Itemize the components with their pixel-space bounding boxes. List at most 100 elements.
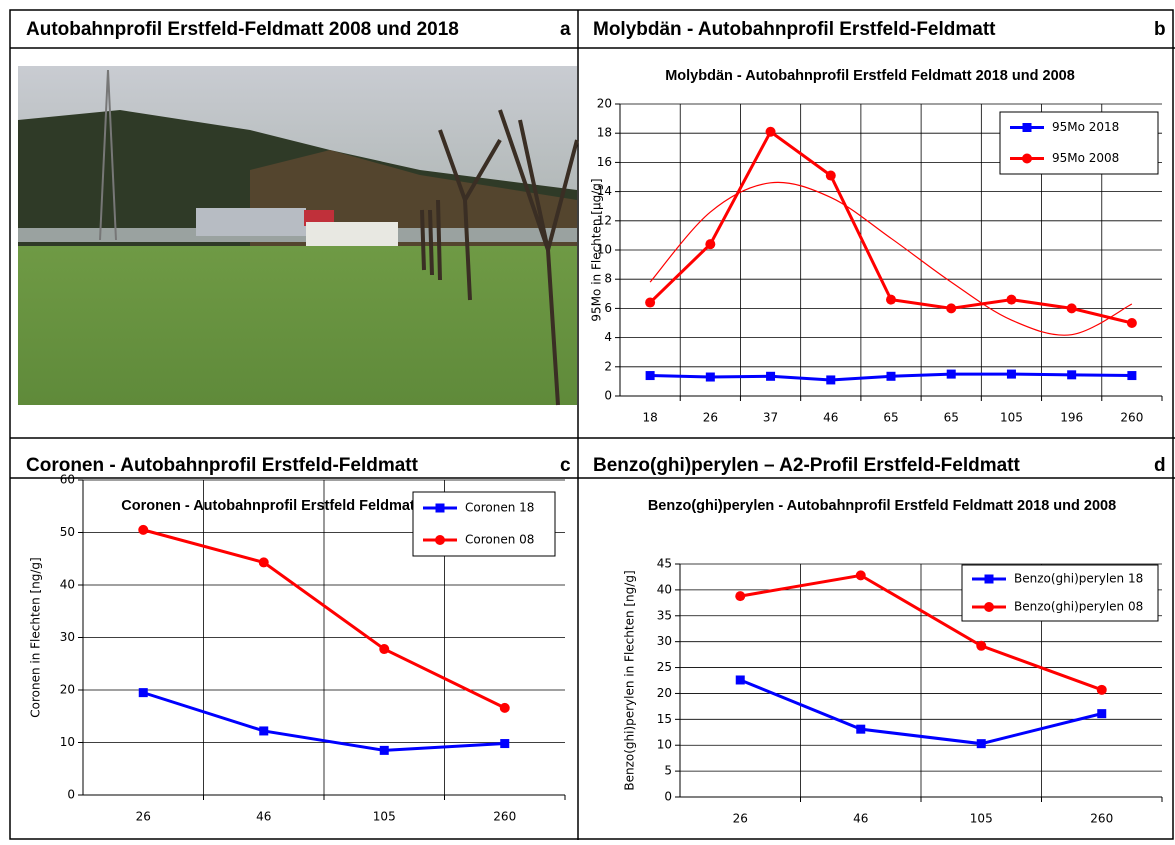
marker (855, 570, 866, 581)
y-tick-label: 60 (60, 473, 75, 487)
marker (1066, 303, 1077, 314)
y-tick-label: 16 (597, 155, 612, 169)
marker (259, 726, 269, 736)
marker (1006, 369, 1016, 379)
legend-label: Coronen 08 (465, 533, 534, 547)
marker (499, 702, 510, 713)
panel-letter: d (1154, 455, 1166, 476)
legend-marker (435, 535, 445, 545)
series-line (739, 573, 1103, 692)
x-tick-label: 65 (883, 411, 898, 425)
marker (735, 591, 746, 602)
panel-heading: Molybdän - Autobahnprofil Erstfeld-Feldm… (593, 19, 996, 40)
panel-letter: c (560, 455, 571, 476)
legend-marker (984, 602, 994, 612)
y-tick-label: 6 (604, 301, 612, 315)
marker (765, 126, 776, 137)
x-tick-label: 46 (256, 810, 271, 824)
legend-marker (1022, 123, 1032, 132)
marker (705, 239, 716, 250)
marker (825, 170, 836, 181)
marker (500, 739, 510, 749)
y-tick-label: 2 (604, 359, 612, 373)
y-tick-label: 15 (657, 712, 672, 726)
marker (886, 294, 896, 305)
y-tick-label: 20 (657, 686, 672, 700)
marker (946, 369, 956, 379)
marker (735, 675, 745, 685)
legend-label: Benzo(ghi)perylen 18 (1014, 572, 1143, 586)
y-tick-label: 5 (664, 764, 672, 778)
chart-title: Benzo(ghi)perylen - Autobahnprofil Erstf… (648, 498, 1116, 514)
series-line (142, 528, 506, 710)
y-tick-label: 4 (604, 330, 612, 344)
marker (1126, 318, 1137, 328)
y-tick-label: 30 (60, 630, 75, 644)
trend-line (649, 181, 1133, 336)
marker (705, 372, 715, 382)
chart: Coronen - Autobahnprofil Erstfeld Feldma… (29, 473, 566, 824)
marker (1096, 684, 1107, 695)
legend-box (961, 564, 1159, 622)
chart: Molybdän - Autobahnprofil Erstfeld Feldm… (590, 68, 1163, 425)
outer-border (9, 9, 1174, 840)
marker (946, 303, 957, 314)
x-tick-label: 26 (136, 810, 151, 824)
x-tick-label: 105 (1000, 411, 1023, 425)
series-line (142, 691, 505, 752)
y-tick-label: 12 (597, 213, 612, 227)
x-tick-label: 26 (733, 812, 748, 826)
y-axis-label: Benzo(ghi)perylen in Flechten [ng/g] (623, 570, 637, 790)
chart: Benzo(ghi)perylen - Autobahnprofil Erstf… (623, 498, 1163, 826)
legend-marker (984, 574, 994, 584)
y-axis-label: 95Mo in Flechten [µg/g] (590, 178, 604, 321)
legend-box (412, 491, 556, 557)
y-tick-label: 8 (604, 272, 612, 286)
marker (1097, 709, 1107, 719)
y-tick-label: 30 (657, 634, 672, 648)
marker (379, 644, 390, 655)
legend-label: 95Mo 2008 (1052, 151, 1119, 165)
panel-letter: b (1154, 19, 1166, 40)
panel-heading: Coronen - Autobahnprofil Erstfeld-Feldma… (26, 455, 419, 476)
y-tick-label: 0 (604, 389, 612, 403)
legend-marker (1022, 153, 1032, 164)
legend-box (999, 111, 1159, 175)
x-tick-label: 18 (642, 411, 657, 425)
y-tick-label: 25 (657, 660, 672, 674)
photo (18, 66, 579, 406)
legend-label: Benzo(ghi)perylen 08 (1014, 600, 1143, 614)
y-tick-label: 14 (597, 184, 612, 198)
y-tick-label: 10 (597, 243, 612, 257)
y-tick-label: 50 (60, 525, 75, 539)
y-tick-label: 40 (60, 578, 75, 592)
marker (1067, 370, 1077, 380)
marker (766, 371, 776, 381)
panel-heading: Benzo(ghi)perylen – A2-Profil Erstfeld-F… (593, 455, 1021, 476)
x-tick-label: 260 (493, 810, 516, 824)
y-tick-label: 0 (67, 788, 75, 802)
marker (138, 524, 149, 535)
marker (645, 297, 656, 308)
series-line (739, 678, 1103, 746)
marker (826, 375, 836, 385)
y-tick-label: 40 (657, 582, 672, 596)
chart-title: Molybdän - Autobahnprofil Erstfeld Feldm… (665, 68, 1075, 84)
legend-label: 95Mo 2018 (1052, 120, 1119, 134)
marker (1006, 294, 1017, 305)
y-tick-label: 45 (657, 557, 672, 571)
marker (258, 557, 269, 568)
marker (886, 371, 896, 381)
y-axis-label: Coronen in Flechten [ng/g] (29, 557, 43, 717)
y-tick-label: 20 (60, 683, 75, 697)
x-tick-label: 46 (853, 812, 868, 826)
x-tick-label: 105 (373, 810, 396, 824)
panel-letter: a (560, 19, 571, 40)
x-tick-label: 196 (1060, 411, 1083, 425)
panel-heading: Autobahnprofil Erstfeld-Feldmatt 2008 un… (26, 19, 459, 40)
y-tick-label: 10 (60, 735, 75, 749)
x-tick-label: 260 (1120, 411, 1143, 425)
x-tick-label: 65 (944, 411, 959, 425)
marker (1127, 371, 1137, 381)
